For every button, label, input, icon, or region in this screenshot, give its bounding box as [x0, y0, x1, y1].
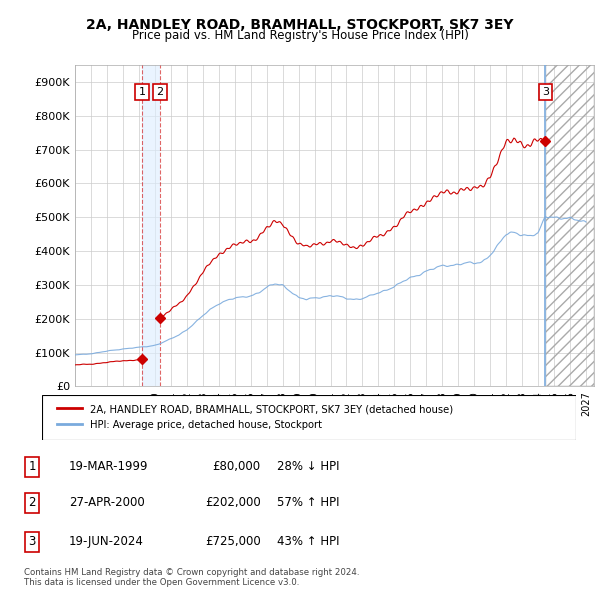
Text: Contains HM Land Registry data © Crown copyright and database right 2024.
This d: Contains HM Land Registry data © Crown c…: [24, 568, 359, 587]
Bar: [142, 65, 160, 386]
Text: 3: 3: [542, 87, 549, 97]
Bar: [546, 65, 594, 386]
Text: 1: 1: [28, 460, 36, 473]
Text: Price paid vs. HM Land Registry's House Price Index (HPI): Price paid vs. HM Land Registry's House …: [131, 29, 469, 42]
Text: 2: 2: [28, 496, 36, 510]
Text: 19-MAR-1999: 19-MAR-1999: [69, 460, 148, 473]
Text: 2A, HANDLEY ROAD, BRAMHALL, STOCKPORT, SK7 3EY: 2A, HANDLEY ROAD, BRAMHALL, STOCKPORT, S…: [86, 18, 514, 32]
Text: 1: 1: [139, 87, 146, 97]
Text: £80,000: £80,000: [212, 460, 260, 473]
Text: £202,000: £202,000: [205, 496, 260, 510]
Text: 19-JUN-2024: 19-JUN-2024: [69, 535, 143, 548]
Text: 27-APR-2000: 27-APR-2000: [69, 496, 145, 510]
Text: 57% ↑ HPI: 57% ↑ HPI: [277, 496, 340, 510]
Text: 43% ↑ HPI: 43% ↑ HPI: [277, 535, 340, 548]
Text: 3: 3: [28, 535, 36, 548]
Text: 2: 2: [157, 87, 164, 97]
Bar: [546, 65, 594, 386]
Text: £725,000: £725,000: [205, 535, 260, 548]
Legend: 2A, HANDLEY ROAD, BRAMHALL, STOCKPORT, SK7 3EY (detached house), HPI: Average pr: 2A, HANDLEY ROAD, BRAMHALL, STOCKPORT, S…: [52, 399, 458, 435]
Text: 28% ↓ HPI: 28% ↓ HPI: [277, 460, 340, 473]
